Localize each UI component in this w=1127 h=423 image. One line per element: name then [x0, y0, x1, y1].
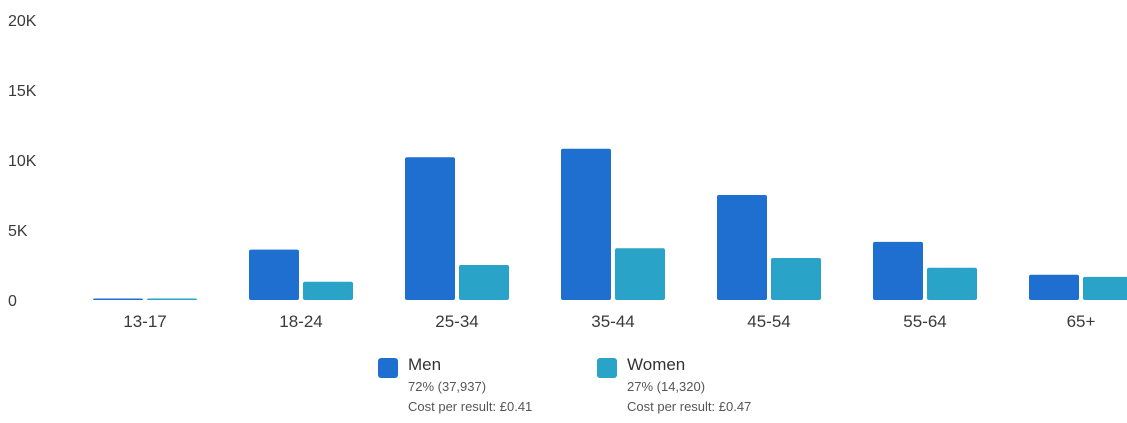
- legend-cost-women: Cost per result: £0.47: [627, 399, 752, 414]
- bar-women-25-34[interactable]: [459, 265, 509, 300]
- y-tick-label: 20K: [8, 13, 37, 30]
- bar-men-45-54[interactable]: [717, 195, 767, 300]
- y-tick-label: 0: [8, 293, 17, 310]
- y-tick-label: 5K: [8, 223, 28, 240]
- bar-men-13-17[interactable]: [93, 298, 143, 301]
- x-axis: 13-17 18-24 25-34 35-44 45-54 55-64 65+: [123, 312, 1095, 331]
- legend-label-women: Women: [627, 355, 686, 374]
- bar-women-18-24[interactable]: [303, 281, 353, 300]
- bar-men-18-24[interactable]: [249, 249, 299, 300]
- bars: [93, 148, 1127, 301]
- bar-women-35-44[interactable]: [615, 248, 665, 300]
- x-tick-label: 25-34: [435, 312, 478, 331]
- legend-swatch-men: [378, 358, 398, 378]
- legend-share-women: 27% (14,320): [627, 379, 706, 394]
- y-tick-label: 10K: [8, 153, 37, 170]
- bar-women-13-17[interactable]: [147, 298, 197, 301]
- bar-women-45-54[interactable]: [771, 258, 821, 300]
- bar-women-65+[interactable]: [1083, 276, 1127, 300]
- x-tick-label: 18-24: [279, 312, 322, 331]
- legend-label-men: Men: [408, 355, 442, 374]
- y-axis: 0 5K 10K 15K 20K: [8, 13, 37, 310]
- legend-swatch-women: [597, 358, 617, 378]
- legend-share-men: 72% (37,937): [408, 379, 487, 394]
- bar-men-55-64[interactable]: [873, 241, 923, 300]
- bar-men-65+[interactable]: [1029, 274, 1079, 300]
- bar-men-35-44[interactable]: [561, 148, 611, 300]
- x-tick-label: 55-64: [903, 312, 946, 331]
- y-tick-label: 15K: [8, 83, 37, 100]
- bar-women-55-64[interactable]: [927, 267, 977, 300]
- x-tick-label: 35-44: [591, 312, 634, 331]
- legend-item-women[interactable]: Women 27% (14,320) Cost per result: £0.4…: [597, 355, 797, 421]
- legend-item-men[interactable]: Men 72% (37,937) Cost per result: £0.41: [378, 355, 578, 421]
- x-tick-label: 45-54: [747, 312, 790, 331]
- legend-cost-men: Cost per result: £0.41: [408, 399, 533, 414]
- age-gender-bar-chart: 0 5K 10K 15K 20K 13-17 18-24 25-34 35-44 45-54 55…: [8, 13, 1127, 331]
- bar-men-25-34[interactable]: [405, 157, 455, 300]
- x-tick-label: 13-17: [123, 312, 166, 331]
- x-tick-label: 65+: [1067, 312, 1096, 331]
